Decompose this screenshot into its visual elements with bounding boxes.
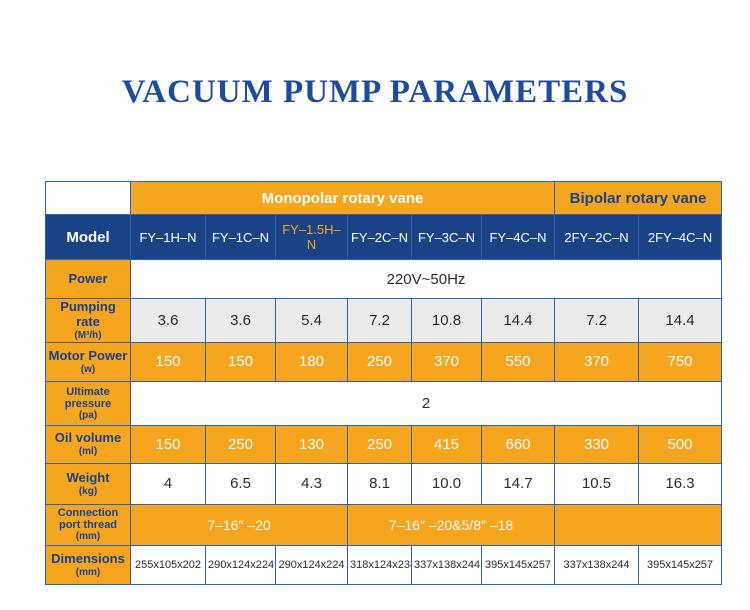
group-header-row: Monopolar rotary vane Bipolar rotary van… (45, 181, 723, 215)
corner-cell (45, 181, 131, 215)
spec-cell: 370 (411, 341, 482, 382)
row-label-text: Oil volume (54, 430, 122, 446)
spec-cell: 14.7 (480, 462, 556, 505)
row-unit-text: (w) (80, 363, 96, 375)
spec-cell: 4 (130, 462, 206, 505)
spec-cell: 5.4 (275, 298, 348, 343)
row-label-text: Power (68, 270, 108, 286)
model-header-cell: Model (45, 214, 131, 260)
spec-cell: 290x124x224 (205, 544, 276, 585)
ultimate-pressure-row: Ultimate pressure (pa) 2 (45, 380, 723, 426)
spec-cell: 14.4 (480, 298, 556, 343)
model-name: 2FY–2C–N (554, 214, 640, 260)
spec-cell: 660 (480, 424, 556, 464)
model-name: FY–2C–N (347, 214, 412, 260)
spec-cell: 10.5 (554, 462, 640, 505)
row-unit-text: (ml) (78, 446, 98, 458)
spec-cell: 330 (554, 424, 640, 464)
pumping-rate-row: Pumping rate (M³/h) 3.6 3.6 5.4 7.2 10.8… (45, 298, 723, 343)
row-label-connection-port-thread: Connection port thread (mm) (45, 503, 131, 546)
spec-cell: 395x145x257 (638, 544, 723, 585)
row-unit-text: (mm) (75, 566, 101, 578)
power-value: 220V~50Hz (129, 259, 723, 299)
page-title: VACUUM PUMP PARAMETERS (121, 74, 629, 110)
row-label-motor-power: Motor Power (w) (45, 341, 131, 382)
model-name: FY–3C–N (411, 214, 482, 260)
spec-cell: 415 (411, 424, 482, 464)
spec-cell: 250 (347, 341, 412, 382)
spec-cell: 130 (275, 424, 348, 464)
ultimate-pressure-value: 2 (129, 380, 723, 426)
row-label-text: Motor Power (48, 347, 128, 363)
spec-cell: 3.6 (130, 298, 206, 343)
connection-port-thread-row: Connection port thread (mm) 7–16″ –20 7–… (45, 503, 723, 546)
row-label-text: Weight (66, 469, 110, 485)
spec-cell: 337x138x244 (554, 544, 640, 585)
spec-cell: 337x138x244 (411, 544, 482, 585)
spec-cell: 318x124x234 (347, 544, 412, 585)
spec-cell: 4.3 (275, 462, 348, 505)
spec-cell: 8.1 (347, 462, 412, 505)
group-header-monopolar: Monopolar rotary vane (129, 181, 556, 215)
group-header-bipolar: Bipolar rotary vane (554, 181, 723, 215)
spec-cell: 250 (205, 424, 276, 464)
motor-power-row: Motor Power (w) 150 150 180 250 370 550 … (45, 341, 723, 382)
spec-cell: 180 (275, 341, 348, 382)
row-unit-text: (kg) (78, 485, 98, 497)
model-row: Model FY–1H–N FY–1C–N FY–1.5H–N FY–2C–N … (45, 214, 723, 260)
spec-cell: 10.0 (411, 462, 482, 505)
row-label-weight: Weight (kg) (45, 462, 131, 505)
row-unit-text: (mm) (75, 531, 101, 543)
row-label-text: Pumping rate (60, 299, 116, 329)
weight-row: Weight (kg) 4 6.5 4.3 8.1 10.0 14.7 10.5… (45, 462, 723, 505)
spec-cell: 6.5 (205, 462, 276, 505)
spec-cell: 255x105x202 (130, 544, 206, 585)
row-label-pumping-rate: Pumping rate (M³/h) (45, 298, 131, 343)
row-label-text: Ultimate pressure (64, 385, 112, 410)
row-label-text: Dimensions (51, 550, 125, 566)
power-row: Power 220V~50Hz (45, 259, 723, 299)
connection-thread-bipolar (554, 503, 723, 546)
oil-volume-row: Oil volume (ml) 150 250 130 250 415 660 … (45, 424, 723, 464)
spec-cell: 10.8 (411, 298, 482, 343)
model-name: 2FY–4C–N (638, 214, 723, 260)
row-label-power: Power (45, 259, 131, 299)
row-label-dimensions: Dimensions (mm) (45, 544, 131, 585)
spec-cell: 3.6 (205, 298, 276, 343)
spec-cell: 150 (130, 424, 206, 464)
spec-cell: 150 (130, 341, 206, 382)
spec-cell: 16.3 (638, 462, 723, 505)
dimensions-row: Dimensions (mm) 255x105x202 290x124x224 … (45, 544, 723, 585)
spec-cell: 7.2 (347, 298, 412, 343)
model-name: FY–1C–N (205, 214, 276, 260)
connection-thread-monopolar-left: 7–16″ –20 (130, 503, 348, 546)
model-name-highlighted: FY–1.5H–N (275, 214, 348, 260)
row-unit-text: (M³/h) (74, 329, 102, 341)
spec-cell: 250 (347, 424, 412, 464)
row-label-text: Connection port thread (57, 507, 119, 532)
spec-cell: 150 (205, 341, 276, 382)
row-label-ultimate-pressure: Ultimate pressure (pa) (45, 380, 131, 426)
spec-cell: 550 (480, 341, 556, 382)
model-name: FY–1H–N (130, 214, 206, 260)
connection-thread-monopolar-right: 7–16″ –20&5/8″ –18 (346, 503, 556, 546)
row-unit-text: (pa) (78, 409, 98, 421)
model-name: FY–4C–N (480, 214, 556, 260)
spec-cell: 500 (638, 424, 723, 464)
spec-cell: 370 (554, 341, 640, 382)
row-label-oil-volume: Oil volume (ml) (45, 424, 131, 464)
spec-cell: 14.4 (638, 298, 723, 343)
spec-cell: 7.2 (554, 298, 640, 343)
spec-cell: 395x145x257 (480, 544, 556, 585)
spec-cell: 290x124x224 (275, 544, 348, 585)
spec-cell: 750 (638, 341, 723, 382)
parameters-table: Monopolar rotary vane Bipolar rotary van… (45, 181, 723, 585)
